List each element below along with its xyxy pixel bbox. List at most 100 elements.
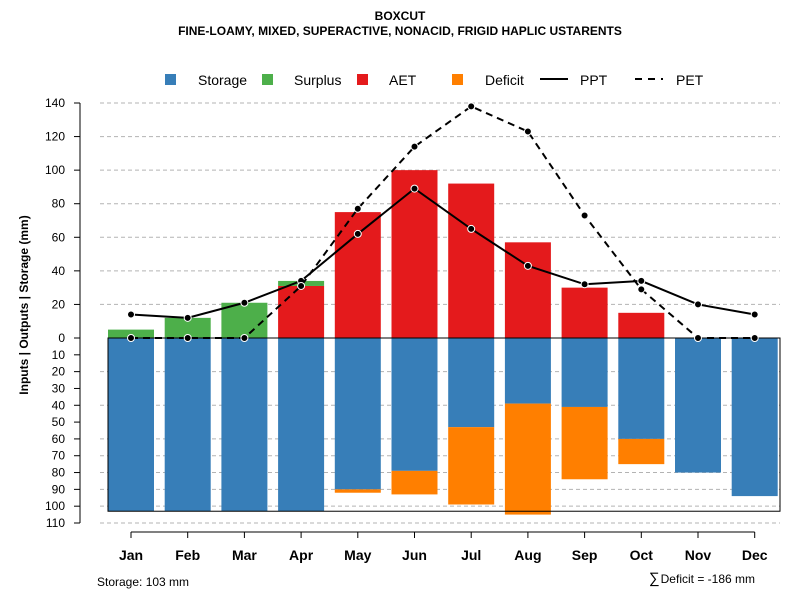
ppt-point — [580, 280, 589, 289]
aet-bar — [448, 183, 495, 338]
surplus-bar — [108, 329, 154, 338]
deficit-bar — [618, 438, 665, 465]
y-tick-label: 100 — [45, 499, 65, 513]
deficit-bar — [334, 489, 381, 493]
aet-bar — [618, 312, 665, 338]
surplus-legend-swatch — [262, 74, 273, 85]
pet-point — [353, 204, 362, 213]
storage-bar — [278, 338, 325, 512]
sigma-symbol: ∑ — [648, 570, 660, 587]
ppt-point — [240, 298, 249, 307]
chart-title: BOXCUT — [374, 9, 426, 23]
ppt-point — [467, 224, 476, 233]
pet-point — [523, 127, 532, 136]
y-tick-label: 70 — [52, 449, 66, 463]
aet-legend-label: AET — [389, 72, 417, 88]
y-tick-label: 90 — [52, 482, 66, 496]
series-lines — [127, 102, 759, 342]
storage-bar — [108, 338, 154, 512]
surplus-bar — [221, 302, 268, 338]
ppt-point — [694, 300, 702, 309]
pet-point — [183, 334, 192, 342]
deficit-text: Deficit = -186 mm — [660, 572, 755, 586]
y-tick-label: 140 — [45, 96, 65, 110]
ppt-point — [637, 276, 646, 285]
storage-bar — [164, 338, 211, 512]
ppt-point — [183, 313, 192, 322]
pet-point — [580, 211, 589, 220]
y-tick-label: 30 — [52, 381, 66, 395]
y-tick-label: 0 — [58, 331, 65, 345]
aet-legend-swatch — [357, 74, 368, 85]
y-tick-label: 40 — [52, 398, 66, 412]
pet-line — [131, 105, 755, 339]
surplus-legend-label: Surplus — [294, 72, 341, 88]
x-tick-label: May — [344, 547, 371, 563]
grid-lines — [100, 102, 780, 524]
pet-point — [127, 334, 135, 342]
x-tick-label: Apr — [289, 547, 314, 563]
aet-bar — [391, 170, 438, 338]
axes: 0 20 40 60 80 100 120 140 10 20 30 40 50 60 70 80 90 100 1… — [17, 96, 768, 563]
ppt-point — [410, 184, 419, 193]
x-tick-label: Mar — [232, 547, 257, 563]
pet-point — [297, 281, 306, 290]
storage-footnote: Storage: 103 mm — [97, 575, 190, 589]
y-tick-label: 60 — [52, 432, 66, 446]
y-tick-label: 110 — [46, 516, 65, 530]
deficit-bar — [504, 403, 551, 515]
y-tick-label: 50 — [52, 415, 66, 429]
y-axis-title: Inputs | Outputs | Storage (mm) — [17, 215, 31, 394]
deficit-bar — [448, 427, 495, 505]
deficit-footnote: ∑Deficit = -186 mm — [649, 570, 755, 587]
pet-legend-label: PET — [676, 72, 704, 88]
y-tick-label: 20 — [52, 297, 66, 311]
pet-point — [694, 334, 702, 342]
bars — [108, 170, 778, 515]
storage-bar — [448, 338, 495, 428]
x-tick-label: Dec — [742, 547, 768, 563]
aet-bar — [561, 287, 608, 338]
storage-bar — [504, 338, 551, 404]
deficit-legend-label: Deficit — [485, 72, 524, 88]
pet-point — [410, 142, 419, 151]
deficit-legend-swatch — [452, 74, 463, 85]
storage-bar — [391, 338, 438, 471]
legend: Storage Surplus AET Deficit PPT PET — [165, 72, 704, 88]
y-tick-label: 10 — [52, 348, 66, 362]
ppt-legend-label: PPT — [580, 72, 608, 88]
x-tick-label: Aug — [514, 547, 541, 563]
ppt-line — [130, 187, 755, 319]
storage-bar — [221, 338, 268, 512]
x-tick-label: Feb — [175, 547, 200, 563]
deficit-bar — [391, 470, 438, 495]
x-tick-label: Jun — [402, 547, 427, 563]
pet-point — [240, 334, 249, 342]
y-tick-label: 20 — [52, 365, 66, 379]
y-tick-label: 40 — [52, 264, 66, 278]
storage-bar — [675, 338, 721, 473]
pet-point — [467, 102, 476, 111]
x-tick-label: Sep — [572, 547, 598, 563]
x-tick-label: Nov — [685, 547, 712, 563]
x-tick-label: Jul — [461, 547, 481, 563]
storage-bar — [334, 338, 381, 490]
storage-legend-swatch — [165, 74, 176, 85]
y-tick-label: 60 — [52, 230, 66, 244]
pet-point — [637, 285, 646, 294]
ppt-point — [127, 310, 135, 319]
y-tick-label: 80 — [52, 466, 66, 480]
pet-point — [750, 334, 759, 342]
x-tick-label: Jan — [119, 547, 143, 563]
y-tick-label: 100 — [45, 163, 65, 177]
chart-subtitle: FINE-LOAMY, MIXED, SUPERACTIVE, NONACID,… — [178, 24, 622, 38]
storage-bar — [618, 338, 665, 439]
deficit-bar — [561, 406, 608, 480]
ppt-point — [353, 229, 362, 238]
aet-bar — [278, 285, 325, 338]
x-tick-label: Oct — [630, 547, 654, 563]
ppt-point — [750, 310, 759, 319]
aet-bar — [504, 242, 551, 338]
storage-bar — [561, 338, 608, 407]
y-tick-label: 120 — [45, 130, 65, 144]
